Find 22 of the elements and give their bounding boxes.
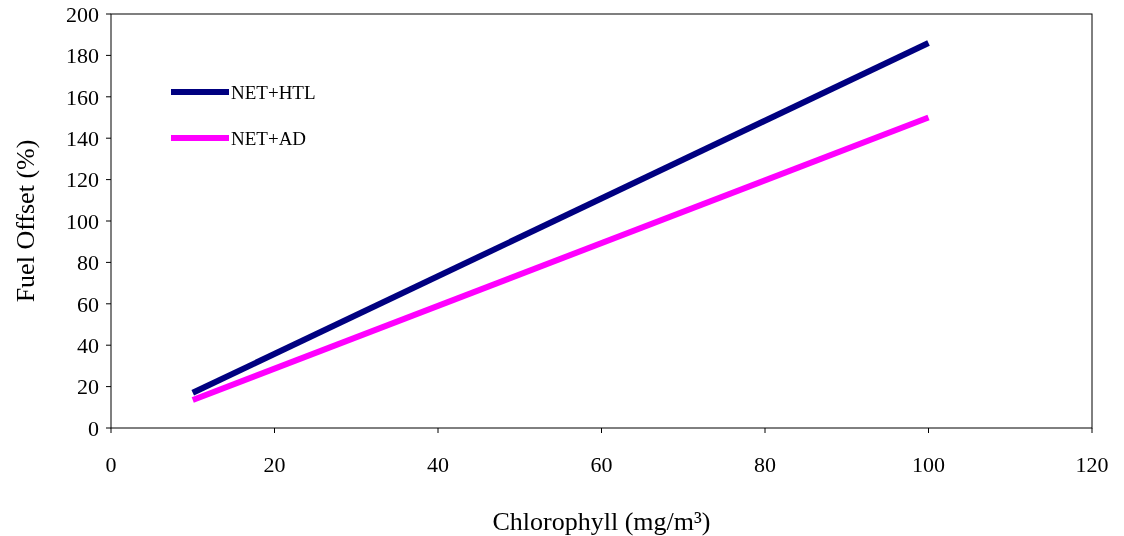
- y-tick-label: 180: [66, 43, 99, 69]
- y-tick-label: 200: [66, 1, 99, 27]
- y-tick-label: 80: [77, 250, 99, 276]
- x-tick-label: 80: [754, 452, 776, 477]
- x-axis-title: Chlorophyll (mg/m³): [492, 507, 711, 536]
- x-tick-label: 0: [105, 452, 117, 477]
- x-tick-label: 40: [427, 452, 449, 477]
- y-tick-label: 60: [77, 291, 99, 317]
- y-tick-label: 20: [77, 374, 99, 400]
- y-tick-label: 140: [66, 125, 99, 151]
- y-axis-title: Fuel Offset (%): [11, 139, 40, 303]
- y-tick-label: 40: [77, 332, 99, 358]
- y-tick-label: 120: [66, 167, 99, 193]
- y-tick-label: 100: [66, 208, 99, 234]
- legend-label: NET+HTL: [231, 81, 316, 103]
- x-tick-label: 120: [1075, 452, 1109, 477]
- legend-label: NET+AD: [231, 127, 307, 149]
- y-tick-label: 0: [88, 415, 99, 441]
- x-tick-label: 60: [590, 452, 613, 477]
- x-tick-label: 20: [263, 452, 286, 477]
- y-tick-label: 160: [66, 84, 99, 110]
- x-tick-label: 100: [912, 452, 945, 477]
